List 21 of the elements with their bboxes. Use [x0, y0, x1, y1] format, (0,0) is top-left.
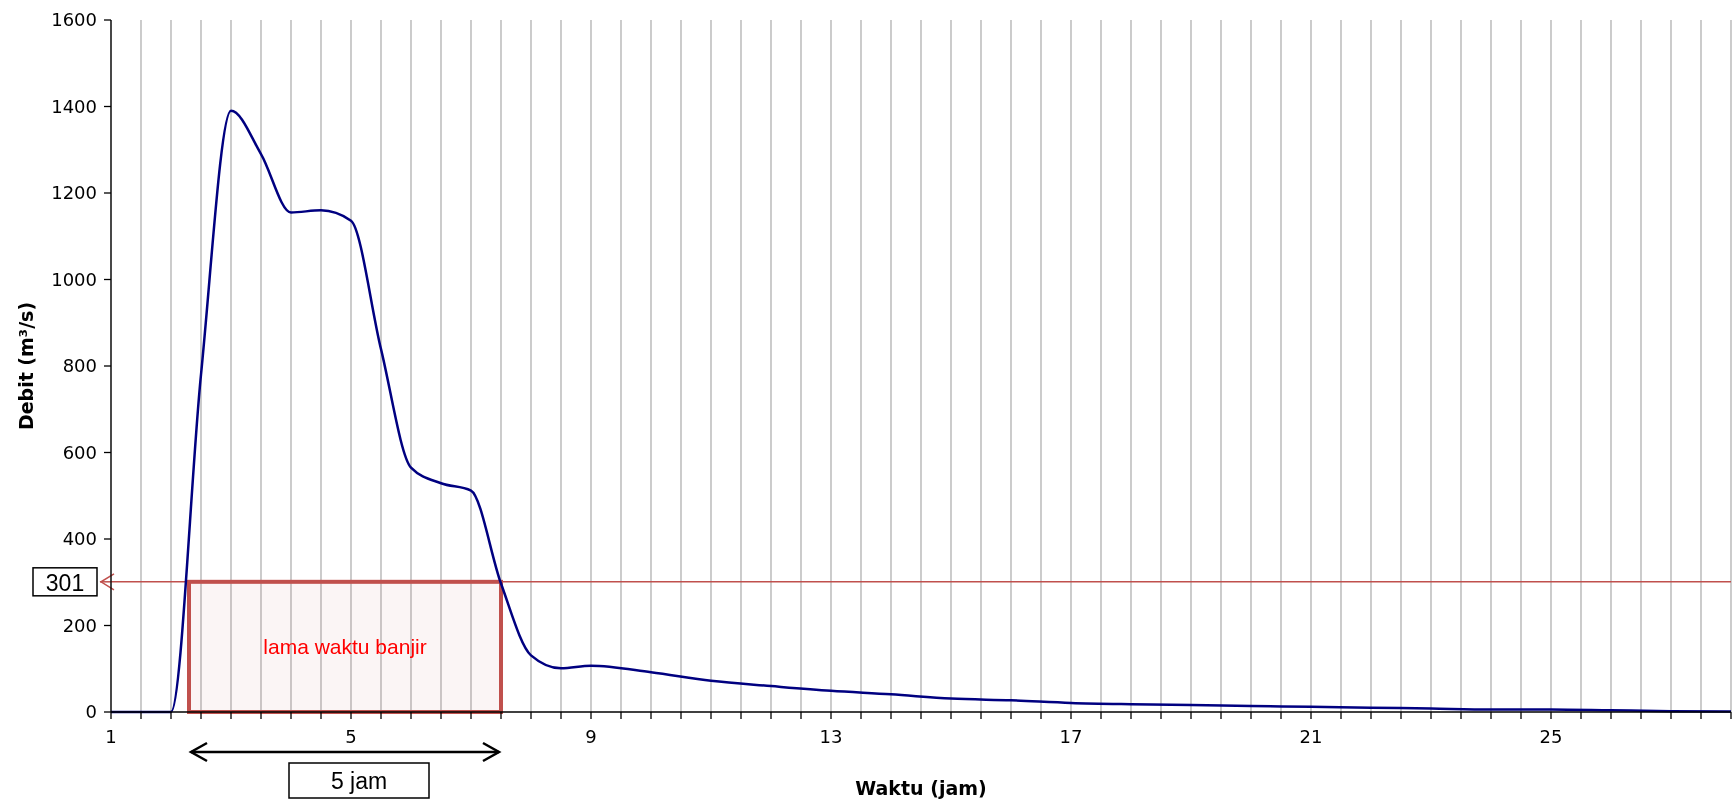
x-axis-title: Waktu (jam) [855, 777, 987, 799]
y-tick-label: 1400 [51, 95, 97, 117]
y-tick-label: 200 [62, 614, 97, 636]
x-tick-label: 13 [819, 726, 843, 747]
y-axis-title: Debit (m³/s) [15, 301, 37, 431]
x-tick-label: 25 [1539, 726, 1563, 747]
y-tick-label: 1600 [51, 9, 97, 30]
text: 5 jam [330, 768, 388, 794]
y-tick-label: 1000 [51, 268, 97, 290]
ref-line-label: 301 [45, 569, 85, 596]
y-tick-label: 0 [85, 701, 97, 722]
band-label: lama waktu banjir [263, 634, 427, 658]
x-tick-label: 17 [1059, 726, 1083, 747]
y-tick-label: 400 [62, 528, 97, 549]
x-tick-label: 9 [585, 726, 597, 747]
y-tick-label: 800 [62, 355, 97, 376]
y-tick-label: 1200 [51, 182, 97, 203]
y-tick-label: 600 [62, 441, 97, 463]
x-tick-label: 5 [345, 726, 357, 747]
x-tick-label: 1 [105, 726, 117, 747]
x-tick-label: 21 [1299, 726, 1323, 747]
